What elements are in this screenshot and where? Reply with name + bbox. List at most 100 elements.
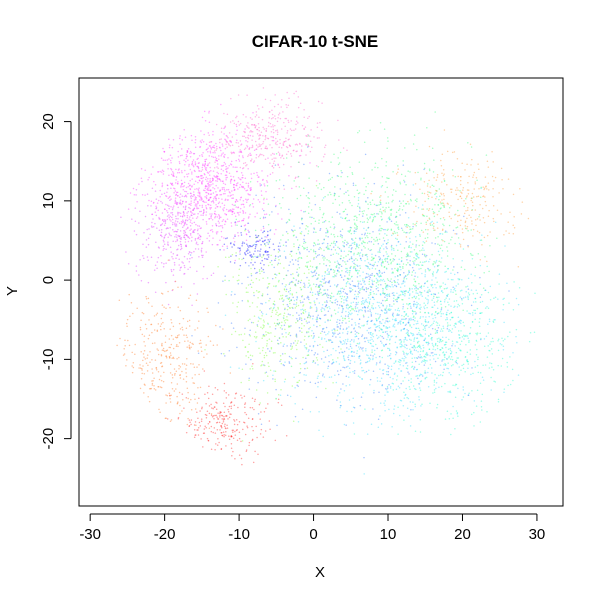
data-point xyxy=(403,311,406,313)
data-point xyxy=(172,207,174,209)
data-point xyxy=(291,250,293,253)
data-point xyxy=(446,322,449,324)
data-point xyxy=(283,299,285,301)
data-point xyxy=(385,268,388,270)
data-point xyxy=(192,208,195,211)
data-point xyxy=(336,260,339,262)
data-point xyxy=(418,383,421,385)
data-point xyxy=(244,162,247,164)
data-point xyxy=(438,260,440,262)
data-point xyxy=(286,294,288,297)
data-point xyxy=(164,220,167,223)
data-point xyxy=(426,126,428,129)
data-point xyxy=(220,127,223,130)
data-point xyxy=(207,182,209,185)
data-point xyxy=(455,285,457,287)
data-point xyxy=(170,251,172,253)
data-point xyxy=(400,345,403,348)
data-point xyxy=(150,256,153,259)
data-point xyxy=(401,298,403,301)
data-point xyxy=(245,201,248,203)
data-point xyxy=(305,143,307,145)
data-point xyxy=(397,323,399,325)
data-point xyxy=(373,212,376,215)
data-point xyxy=(160,262,163,264)
data-point xyxy=(415,292,417,294)
data-point xyxy=(425,341,428,344)
data-point xyxy=(320,358,323,360)
data-point xyxy=(356,205,359,208)
data-point xyxy=(355,244,358,247)
data-point xyxy=(288,174,290,177)
data-point xyxy=(440,290,443,293)
data-point xyxy=(214,175,216,178)
data-point xyxy=(203,211,205,213)
data-point xyxy=(197,352,200,355)
data-point xyxy=(379,247,381,249)
data-point xyxy=(422,214,424,217)
data-point xyxy=(294,229,296,232)
data-point xyxy=(201,198,203,200)
data-point xyxy=(413,366,416,368)
data-point xyxy=(429,224,432,226)
data-point xyxy=(363,289,365,291)
data-point xyxy=(266,181,269,183)
data-point xyxy=(475,332,477,335)
data-point xyxy=(381,279,383,282)
data-point xyxy=(178,356,180,359)
data-point xyxy=(327,339,330,341)
data-point xyxy=(471,390,473,392)
data-point xyxy=(502,298,504,300)
data-point xyxy=(399,182,402,185)
data-point xyxy=(226,135,228,138)
data-point xyxy=(167,197,170,199)
data-point xyxy=(340,175,342,178)
data-point xyxy=(230,194,232,197)
data-point xyxy=(395,335,398,338)
data-point xyxy=(440,338,442,341)
data-point xyxy=(154,190,157,192)
data-point xyxy=(294,415,297,418)
data-point xyxy=(417,171,419,174)
data-point xyxy=(165,195,168,198)
data-point xyxy=(152,166,154,168)
data-point xyxy=(298,251,301,254)
data-point xyxy=(474,344,477,346)
data-point xyxy=(179,196,181,199)
data-point xyxy=(397,307,400,310)
data-point xyxy=(216,159,218,162)
data-point xyxy=(338,391,341,394)
data-point xyxy=(295,303,297,306)
data-point xyxy=(150,205,152,207)
data-point xyxy=(310,129,312,131)
data-point xyxy=(366,361,368,363)
data-point xyxy=(354,306,357,308)
data-point xyxy=(169,246,172,248)
data-point xyxy=(384,209,386,211)
data-point xyxy=(395,221,398,223)
data-point xyxy=(199,204,201,207)
data-point xyxy=(408,415,410,417)
data-point xyxy=(199,210,201,213)
data-point xyxy=(176,172,179,174)
data-point xyxy=(480,293,483,296)
data-point xyxy=(387,308,390,311)
data-point xyxy=(347,307,349,310)
data-point xyxy=(220,168,223,170)
data-point xyxy=(159,325,162,328)
data-point xyxy=(426,306,428,309)
data-point xyxy=(412,408,414,411)
data-point xyxy=(442,204,444,207)
data-point xyxy=(249,283,252,286)
data-point xyxy=(403,341,405,343)
data-point xyxy=(146,354,149,356)
data-point xyxy=(351,280,354,282)
data-point xyxy=(296,297,299,299)
data-point xyxy=(435,353,438,356)
data-point xyxy=(341,304,343,307)
data-point xyxy=(226,176,228,179)
data-point xyxy=(347,315,349,317)
data-point xyxy=(405,277,408,280)
data-point xyxy=(442,291,444,294)
data-point xyxy=(400,343,403,346)
